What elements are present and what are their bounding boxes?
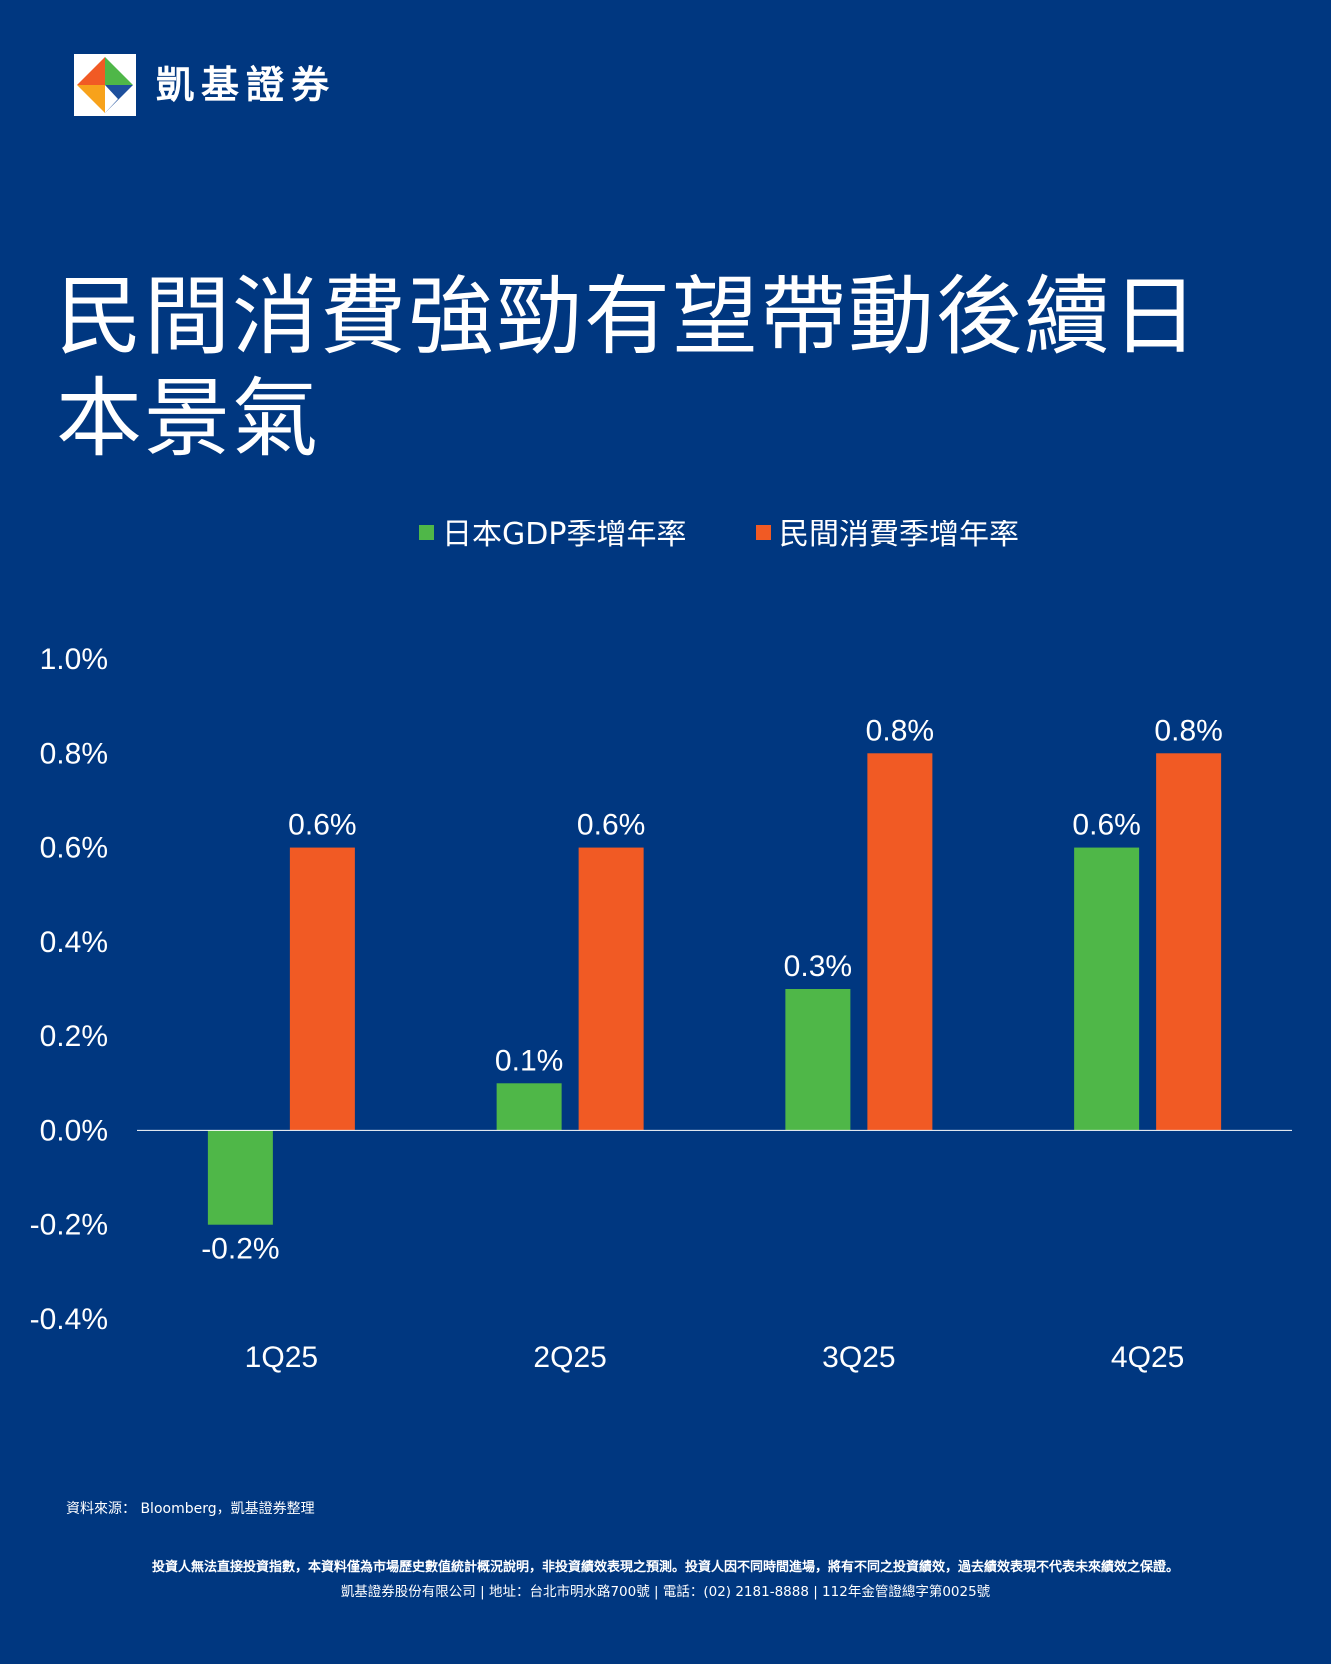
data-label: 0.6% <box>288 809 356 842</box>
bar <box>1156 753 1222 1131</box>
disclaimer-text: 投資人無法直接投資指數，本資料僅為市場歷史數值統計概況說明，非投資績效表現之預測… <box>151 1560 1179 1575</box>
company-info: 凱基證券股份有限公司 | 地址：台北市明水路700號 | 電話：(02) 218… <box>340 1584 991 1600</box>
x-tick-label: 1Q25 <box>245 1341 318 1374</box>
legend-label: 民間消費季增年率 <box>779 520 1019 552</box>
legend-swatch <box>756 525 771 540</box>
legend-label: 日本GDP季增年率 <box>442 520 686 552</box>
bar <box>496 1083 562 1131</box>
page-title: 民間消費強勁有望帶動後續日本景氣 <box>56 267 1200 469</box>
bar <box>867 753 933 1131</box>
x-tick-label: 4Q25 <box>1111 1341 1184 1374</box>
data-label: 0.8% <box>1154 714 1222 747</box>
bar <box>785 989 851 1131</box>
bar-chart: 日本GDP季增年率 民間消費季增年率 1.0% 0.8% 0.6% 0.4% 0.2% 0.… <box>30 520 1292 1374</box>
data-label: 0.6% <box>577 809 645 842</box>
x-tick-label: 3Q25 <box>822 1341 895 1374</box>
chart-bars: -0.2% 0.6% 0.1% 0.6% 0.3% 0.8% 0.6% 0.8% <box>201 714 1223 1265</box>
data-label: 0.1% <box>495 1044 563 1077</box>
y-axis: 1.0% 0.8% 0.6% 0.4% 0.2% 0.0% -0.2% -0.4% <box>30 643 108 1336</box>
legend-swatch <box>419 525 434 540</box>
y-tick-label: 0.8% <box>40 737 108 770</box>
brand-header: 凱基證券 <box>74 54 336 116</box>
y-tick-label: -0.4% <box>30 1303 108 1336</box>
chart-legend: 日本GDP季增年率 民間消費季增年率 <box>419 520 1019 552</box>
data-label: 0.3% <box>784 950 852 983</box>
y-tick-label: 1.0% <box>40 643 108 676</box>
data-label: 0.8% <box>866 714 934 747</box>
bar <box>289 847 355 1131</box>
x-tick-label: 2Q25 <box>533 1341 606 1374</box>
y-tick-label: 0.2% <box>40 1020 108 1053</box>
data-label: -0.2% <box>201 1233 279 1266</box>
y-tick-label: 0.0% <box>40 1114 108 1147</box>
y-tick-label: 0.6% <box>40 832 108 865</box>
bar <box>1074 847 1140 1131</box>
bar <box>207 1130 273 1225</box>
y-tick-label: 0.4% <box>40 926 108 959</box>
x-axis: 1Q25 2Q25 3Q25 4Q25 <box>245 1341 1185 1374</box>
kgi-diamond-logo-icon <box>74 54 136 116</box>
data-label: 0.6% <box>1072 809 1140 842</box>
source-note: 資料來源： Bloomberg，凱基證券整理 <box>66 1501 315 1517</box>
y-tick-label: -0.2% <box>30 1209 108 1242</box>
brand-name: 凱基證券 <box>156 63 337 107</box>
bar <box>578 847 644 1131</box>
